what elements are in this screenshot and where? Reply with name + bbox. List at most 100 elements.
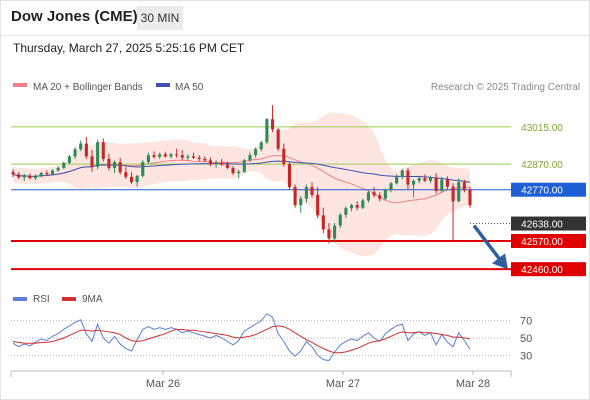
candle-body: [383, 189, 387, 199]
candle-body: [349, 205, 354, 209]
candle-body: [107, 158, 111, 168]
support-label-box: [511, 233, 586, 248]
candle-body: [208, 160, 213, 165]
header: Dow Jones (CME) 30 MIN: [0, 0, 590, 36]
candle-body: [79, 143, 83, 150]
candle-body: [344, 208, 348, 215]
chart-datetime: Thursday, March 27, 2025 5:25:16 PM CET: [13, 41, 245, 55]
candle-body: [225, 164, 229, 168]
bollinger-bands: [12, 112, 471, 256]
rsi-legend-label: RSI: [33, 294, 50, 305]
candle-body: [175, 154, 179, 156]
candle-body: [282, 148, 286, 165]
instrument-title: Dow Jones (CME): [11, 8, 138, 25]
candle-body: [417, 178, 421, 181]
candle-body: [293, 187, 297, 206]
price-levels: [11, 126, 511, 271]
candle-body: [34, 175, 38, 179]
x-tick-label: Mar 28: [456, 378, 490, 390]
candle-body: [62, 162, 66, 168]
candle-body: [191, 156, 196, 158]
candle-body: [28, 175, 32, 179]
candle-body: [39, 173, 43, 176]
ma50-line: [12, 160, 471, 183]
candle-body: [158, 154, 162, 157]
candle-body: [163, 154, 167, 157]
chart-legend: MA 20 + Bollinger Bands MA 50 Research ©…: [13, 82, 580, 93]
header-divider: [0, 35, 590, 36]
candle-body: [428, 177, 433, 181]
rsi-panel: 70 50 30: [11, 313, 532, 362]
candle-body: [304, 187, 308, 199]
x-axis-ticks: Mar 26 Mar 27 Mar 28: [146, 371, 490, 390]
rsi-ma-legend-label: 9MA: [82, 294, 103, 305]
candle-body: [113, 162, 117, 168]
x-tick-label: Mar 27: [326, 378, 360, 390]
forecast-arrow-shaft: [472, 224, 501, 260]
candle-body: [310, 187, 314, 195]
candle-body: [259, 142, 263, 150]
interval-selector[interactable]: 30 MIN: [137, 6, 183, 30]
candle-body: [316, 194, 320, 216]
level-labels: 43015.00 42870.00 42770.00 42638.00 42570.00…: [511, 123, 586, 277]
candle-body: [67, 156, 71, 163]
candle-body: [338, 214, 342, 226]
credit-text: Research © 2025 Trading Central: [431, 82, 580, 93]
moving-averages: [12, 160, 471, 183]
candle-body: [372, 192, 376, 196]
candle-body: [361, 200, 365, 208]
bollinger-legend-label: MA 20 + Bollinger Bands: [33, 82, 143, 93]
candle-body: [73, 149, 77, 157]
candle-body: [118, 162, 122, 173]
candle-body: [333, 225, 337, 239]
candle-body: [366, 192, 370, 201]
candle-body: [50, 170, 55, 175]
x-tick-label: Mar 26: [146, 378, 180, 390]
candle-body: [412, 180, 416, 185]
candle-body: [214, 162, 218, 165]
candle-body: [440, 179, 444, 191]
candle-body: [270, 119, 275, 130]
candle-body: [169, 154, 173, 157]
rsi-tick-label: 30: [520, 350, 532, 362]
candle-body: [96, 142, 100, 167]
candle-body: [457, 182, 461, 202]
candle-body: [197, 157, 201, 159]
resistance-label: 43015.00: [521, 123, 563, 134]
rsi-ma-legend-swatch: [62, 297, 76, 301]
pivot-label: 42770.00: [521, 186, 563, 197]
last-price-label: 42638.00: [521, 220, 563, 231]
pivot-label-box: [511, 182, 586, 197]
candle-body: [45, 173, 49, 175]
candle-body: [265, 119, 269, 143]
bollinger-legend-swatch: [13, 83, 27, 87]
support-label: 42570.00: [521, 237, 563, 248]
candle-body: [445, 179, 449, 187]
candle-body: [423, 178, 427, 181]
candle-body: [451, 186, 455, 202]
candle-body: [400, 170, 404, 177]
candle-body: [276, 129, 280, 149]
candle-body: [84, 143, 88, 157]
candle-body: [186, 156, 190, 158]
candle-body: [11, 171, 15, 175]
support-label-box: [511, 262, 586, 277]
candle-body: [17, 174, 21, 178]
candle-body: [378, 195, 382, 199]
support-label: 42460.00: [521, 265, 563, 276]
candle-body: [90, 156, 94, 167]
candle-body: [468, 189, 472, 206]
candle-body: [395, 176, 399, 184]
rsi-legend-swatch: [13, 297, 27, 301]
candle-body: [220, 162, 224, 165]
candle-body: [254, 149, 258, 156]
candle-body: [462, 182, 466, 190]
candle-body: [389, 183, 393, 190]
candle-body: [135, 175, 139, 183]
candle-body: [56, 167, 60, 171]
resistance-label: 42870.00: [521, 160, 563, 171]
candle-body: [299, 198, 303, 206]
candle-body: [146, 155, 150, 163]
candle-body: [242, 160, 246, 172]
